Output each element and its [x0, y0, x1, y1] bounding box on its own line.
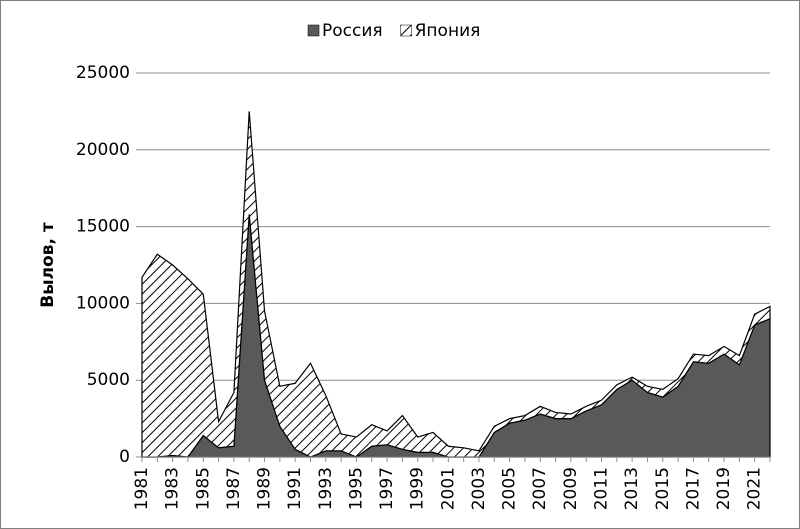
x-tick-label: 2019	[714, 467, 734, 510]
x-tick-label: 1983	[163, 467, 183, 510]
y-tick-label: 0	[119, 447, 130, 467]
x-tick-label: 1981	[132, 467, 152, 510]
y-tick-label: 10000	[76, 293, 130, 313]
x-tick-label: 1991	[285, 467, 305, 510]
x-tick-label: 2011	[592, 467, 612, 510]
y-tick-label: 5000	[87, 370, 130, 390]
x-tick-label: 2001	[438, 467, 458, 510]
x-tick-label: 1993	[316, 467, 336, 510]
y-tick-label: 25000	[76, 63, 130, 83]
legend-swatch	[400, 24, 412, 37]
x-tick-label: 2021	[745, 467, 765, 510]
x-tick-label: 1995	[346, 467, 366, 510]
x-tick-label: 1997	[377, 467, 397, 510]
x-tick-label: 1989	[255, 467, 275, 510]
legend-swatch	[307, 24, 320, 37]
x-tick-label: 2017	[683, 467, 703, 510]
x-tick-label: 2005	[500, 467, 520, 510]
x-tick-label: 2003	[469, 467, 489, 510]
y-tick-label: 20000	[76, 140, 130, 160]
x-tick-label: 2013	[622, 467, 642, 510]
legend-label: Россия	[322, 21, 383, 41]
x-tick-label: 1987	[224, 467, 244, 510]
y-axis-label: Вылов, т	[38, 222, 58, 308]
area	[141, 111, 771, 458]
x-tick-label: 2007	[530, 467, 550, 510]
x-tick-label: 2015	[653, 467, 673, 510]
x-tick-label: 2009	[561, 467, 581, 510]
x-tick-label: 1999	[408, 467, 428, 510]
x-tick-label: 1985	[193, 467, 213, 510]
legend-label: Япония	[415, 21, 481, 41]
y-tick-label: 15000	[76, 217, 130, 237]
